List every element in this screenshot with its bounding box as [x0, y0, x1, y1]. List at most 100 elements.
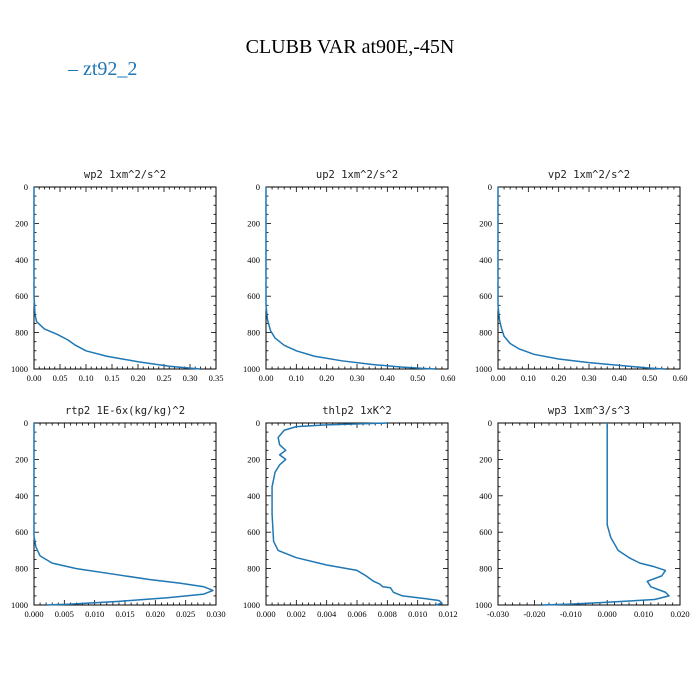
y-tick-label: 200: [15, 218, 28, 228]
x-tick-label: 0.006: [347, 609, 366, 619]
panel-6: wp3 1xm^3/s^3 0 200 400 600 800 1000-0.030 -0.0…: [475, 405, 690, 619]
panel-4: rtp2 1E-6x(kg/kg)^2020040060080010000.00…: [11, 405, 226, 619]
y-tick-label: 400: [15, 255, 28, 265]
x-tick-label: 0.30: [350, 373, 365, 383]
x-tick-label: 0.35: [209, 373, 224, 383]
y-tick-label: 1000: [11, 364, 28, 374]
y-tick-label: 200: [479, 218, 492, 228]
series-line: [271, 422, 443, 606]
y-tick-label: 800: [479, 564, 492, 574]
x-tick-label: 0.020: [670, 609, 689, 619]
y-tick-label: 0: [488, 418, 492, 428]
x-tick-label: 0.20: [319, 373, 334, 383]
x-tick-label: 0.000: [256, 609, 275, 619]
series-line: [33, 187, 201, 370]
x-tick-label: -0.030: [487, 609, 509, 619]
y-tick-label: 200: [247, 218, 260, 228]
y-tick-label: 400: [15, 491, 28, 501]
y-tick-label: 600: [247, 291, 260, 301]
series-line: [497, 187, 665, 370]
x-tick-label: -0.010: [560, 609, 582, 619]
x-tick-label: 0.00: [27, 373, 42, 383]
y-tick-label: 0: [256, 418, 260, 428]
y-tick-label: 800: [15, 564, 28, 574]
y-tick-label: 0: [488, 182, 492, 192]
x-tick-label: 0.20: [551, 373, 566, 383]
y-tick-label: 0: [256, 182, 260, 192]
y-tick-label: 400: [247, 255, 260, 265]
panel-frame: [265, 422, 449, 606]
x-tick-label: 0.005: [55, 609, 74, 619]
legend: – zt92_2: [68, 58, 137, 81]
series-line: [541, 423, 670, 606]
legend-label: zt92_2: [83, 58, 138, 80]
x-tick-label: 0.000: [24, 609, 43, 619]
x-tick-label: 0.30: [582, 373, 597, 383]
x-tick-label: 0.10: [521, 373, 536, 383]
x-tick-label: 0.010: [85, 609, 104, 619]
y-tick-label: 200: [15, 454, 28, 464]
y-tick-label: 400: [247, 491, 260, 501]
x-tick-label: 0.010: [634, 609, 653, 619]
panel-title: vp2 1xm^2/s^2: [548, 169, 630, 181]
panel-title: wp2 1xm^2/s^2: [84, 169, 166, 181]
x-tick-label: 0.010: [408, 609, 427, 619]
y-tick-label: 600: [15, 527, 28, 537]
x-tick-label: 0.60: [441, 373, 456, 383]
page-title: CLUBB VAR at90E,-45N: [245, 36, 455, 58]
y-tick-label: 1000: [475, 364, 492, 374]
x-tick-label: 0.05: [53, 373, 68, 383]
x-tick-label: 0.025: [176, 609, 195, 619]
x-tick-label: 0.015: [115, 609, 134, 619]
x-tick-label: 0.60: [673, 373, 688, 383]
x-tick-label: 0.002: [287, 609, 306, 619]
y-tick-label: 800: [247, 564, 260, 574]
x-tick-label: 0.40: [380, 373, 395, 383]
x-tick-label: 0.000: [598, 609, 617, 619]
x-tick-label: 0.008: [378, 609, 397, 619]
panel-title: wp3 1xm^3/s^3: [548, 405, 630, 417]
x-tick-label: -0.020: [523, 609, 545, 619]
panel-title: thlp2 1xK^2: [322, 405, 392, 417]
legend-swatch: –: [68, 58, 78, 80]
y-tick-label: 0: [24, 418, 28, 428]
x-tick-label: 0.40: [612, 373, 627, 383]
panel-frame: [497, 186, 681, 370]
x-tick-label: 0.15: [105, 373, 120, 383]
y-tick-label: 1000: [243, 600, 260, 610]
y-tick-label: 800: [479, 328, 492, 338]
x-tick-label: 0.012: [438, 609, 457, 619]
y-tick-label: 400: [479, 255, 492, 265]
y-tick-label: 600: [479, 527, 492, 537]
x-tick-label: 0.30: [183, 373, 198, 383]
series-line: [265, 187, 436, 370]
x-tick-label: 0.20: [131, 373, 146, 383]
x-tick-label: 0.00: [259, 373, 274, 383]
y-tick-label: 800: [247, 328, 260, 338]
panel-title: up2 1xm^2/s^2: [316, 169, 398, 181]
x-tick-label: 0.25: [157, 373, 172, 383]
y-tick-label: 600: [15, 291, 28, 301]
panel-frame: [265, 186, 449, 370]
panel-frame: [33, 186, 217, 370]
y-tick-label: 800: [15, 328, 28, 338]
x-tick-label: 0.030: [206, 609, 225, 619]
x-tick-label: 0.50: [642, 373, 657, 383]
y-tick-label: 1000: [11, 600, 28, 610]
y-tick-label: 200: [479, 454, 492, 464]
x-tick-label: 0.50: [410, 373, 425, 383]
y-tick-label: 600: [247, 527, 260, 537]
panel-frame: [497, 422, 681, 606]
y-tick-label: 400: [479, 491, 492, 501]
y-tick-label: 200: [247, 454, 260, 464]
panel-title: rtp2 1E-6x(kg/kg)^2: [65, 405, 185, 417]
x-tick-label: 0.00: [491, 373, 506, 383]
y-tick-label: 1000: [243, 364, 260, 374]
panel-frame: [33, 422, 217, 606]
series-line: [33, 423, 214, 606]
